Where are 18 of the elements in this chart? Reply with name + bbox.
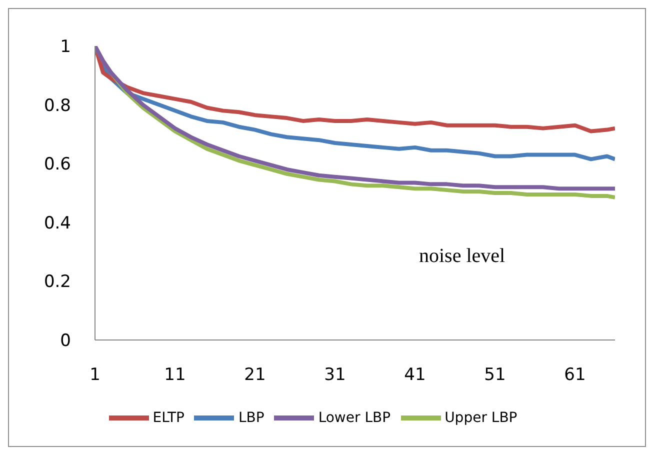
legend-label: ELTP — [152, 410, 184, 426]
x-tick-label: 61 — [564, 365, 586, 386]
x-tick-label: 41 — [404, 365, 426, 386]
x-tick-label: 51 — [484, 365, 506, 386]
y-tick-label: 0.8 — [44, 96, 71, 116]
x-tick-label: 31 — [324, 365, 346, 386]
y-tick-label: 0.4 — [44, 213, 71, 234]
annotation: noise level — [419, 245, 506, 268]
x-tick-label: 21 — [244, 365, 266, 386]
legend-label: Upper LBP — [444, 410, 518, 426]
y-tick-label: 1 — [60, 37, 71, 58]
legend-label: Lower LBP — [318, 410, 391, 426]
x-tick-label: 11 — [164, 365, 186, 386]
x-tick-label: 1 — [90, 365, 100, 386]
y-tick-label: 0.2 — [44, 272, 71, 292]
legend-label: LBP — [238, 410, 264, 426]
y-tick-label: 0 — [60, 331, 71, 352]
y-tick-label: 0.6 — [44, 154, 71, 175]
